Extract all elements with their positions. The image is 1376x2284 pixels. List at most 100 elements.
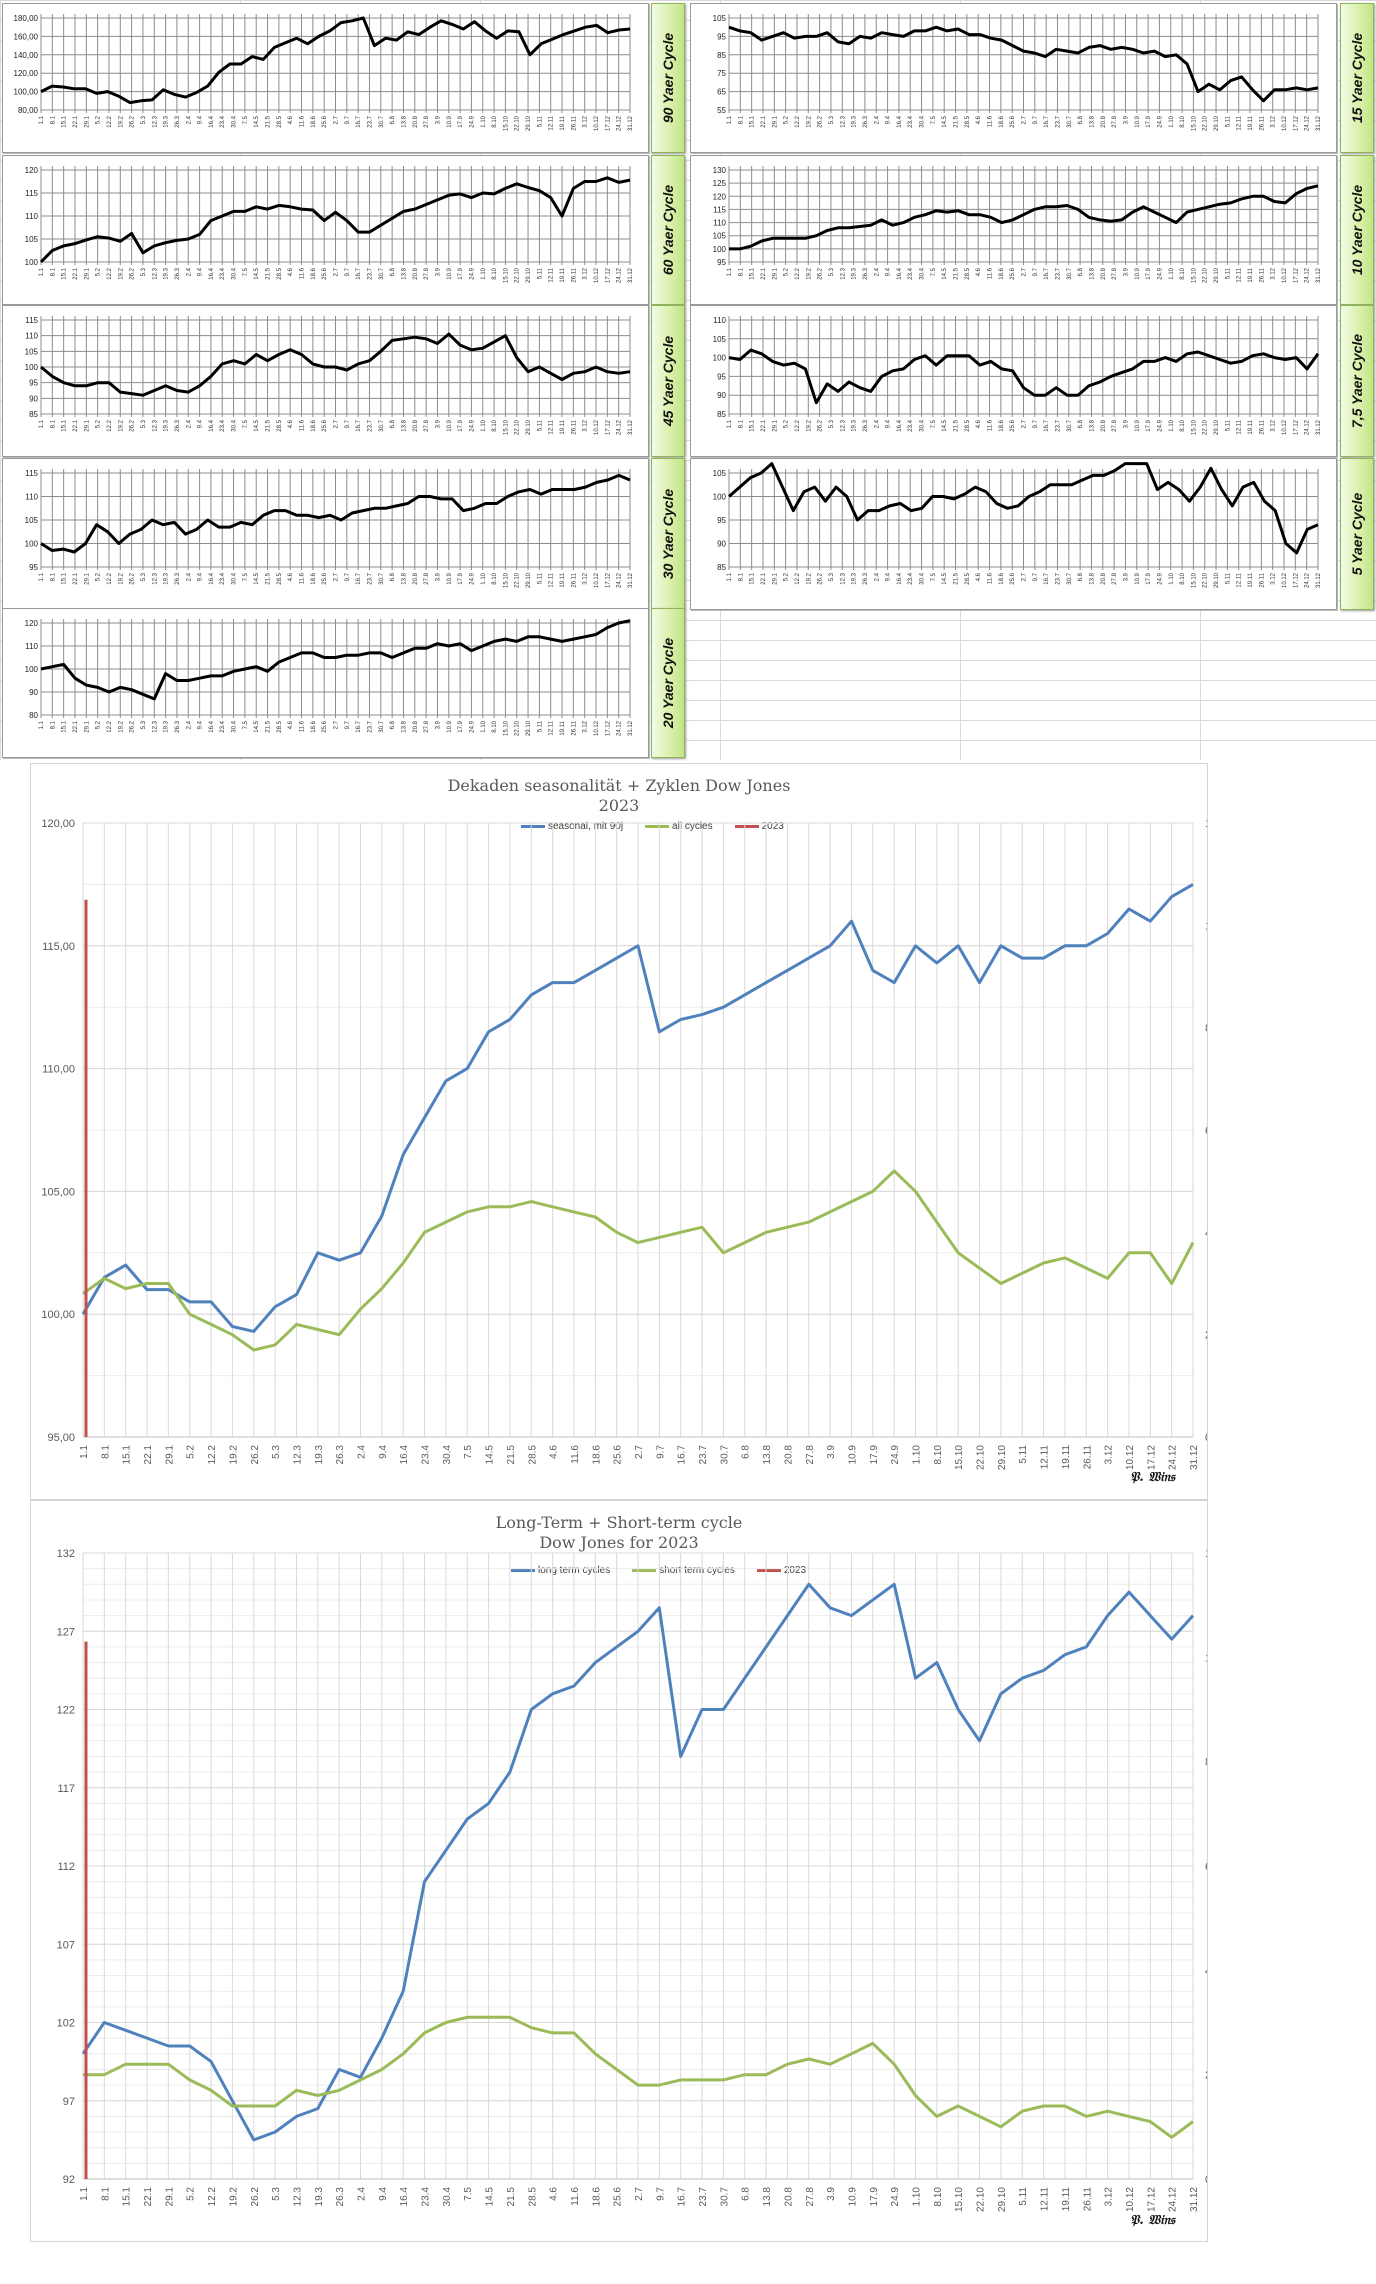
svg-text:17.9: 17.9 [458, 115, 464, 127]
svg-text:30.7: 30.7 [1067, 267, 1073, 279]
svg-text:23.7: 23.7 [367, 267, 373, 279]
svg-text:19.3: 19.3 [164, 419, 170, 431]
svg-text:31.12: 31.12 [1316, 572, 1322, 588]
legend-label: all cycles [672, 821, 713, 832]
svg-text:10.12: 10.12 [1282, 419, 1288, 435]
svg-text:4.6: 4.6 [976, 419, 982, 428]
svg-text:1.10: 1.10 [481, 720, 487, 732]
svg-text:5.11: 5.11 [1018, 1445, 1029, 1464]
svg-text:4.6: 4.6 [976, 267, 982, 276]
svg-text:5.3: 5.3 [271, 1445, 282, 1459]
svg-text:30.7: 30.7 [719, 1445, 730, 1465]
plot-area: 95,00 100,00 105,00 110,00 115,00 120,00 0,00 2… [41, 818, 1207, 1470]
svg-text:3.9: 3.9 [435, 572, 441, 581]
svg-text:15.1: 15.1 [750, 572, 756, 584]
svg-text:12.3: 12.3 [152, 572, 158, 584]
svg-text:3.12: 3.12 [583, 267, 589, 279]
svg-text:10.9: 10.9 [447, 720, 453, 732]
series-line [81, 1582, 1195, 2142]
svg-text:10.9: 10.9 [1135, 572, 1141, 584]
svg-text:5.11: 5.11 [1018, 2187, 1029, 2206]
svg-text:30.7: 30.7 [379, 419, 385, 431]
y-tick-label: 120,00 [14, 69, 39, 78]
svg-text:19.11: 19.11 [560, 115, 566, 130]
svg-text:19.2: 19.2 [806, 572, 812, 584]
y-tick-label: 105 [25, 235, 39, 244]
series-line [83, 2015, 1194, 2139]
cycle-line [40, 332, 631, 397]
svg-text:2.4: 2.4 [186, 720, 192, 729]
cycle-label: 60 Yaer Cycle [660, 184, 676, 276]
cycle-chart-3: 100 105 110 115 120 1.1 8.1 15.1 22.1 29.1 5.2 12.2… [2, 155, 649, 305]
cycle-label: 7,5 Yaer Cycle [1349, 333, 1365, 429]
svg-text:20.8: 20.8 [783, 1445, 794, 1465]
cycle-label: 90 Yaer Cycle [660, 32, 676, 124]
legend-swatch-icon [734, 825, 759, 828]
svg-text:25.6: 25.6 [613, 1445, 624, 1465]
svg-text:8.10: 8.10 [492, 115, 498, 127]
cycle-label-tab: 5 Yaer Cycle [1340, 458, 1374, 610]
svg-text:6.8: 6.8 [390, 267, 396, 276]
svg-text:2.7: 2.7 [334, 720, 340, 729]
svg-text:28.5: 28.5 [527, 2187, 538, 2207]
svg-text:23.7: 23.7 [1055, 419, 1061, 431]
cycle-label: 30 Yaer Cycle [660, 488, 676, 580]
svg-text:80,00: 80,00 [1205, 1757, 1207, 1769]
svg-text:1.10: 1.10 [1169, 572, 1175, 584]
legend-label: seasonal, mit 90j [548, 821, 624, 832]
svg-text:26.2: 26.2 [818, 267, 824, 279]
cycle-label-tab: 20 Yaer Cycle [651, 608, 685, 758]
svg-text:9.4: 9.4 [378, 1445, 389, 1459]
svg-text:26.3: 26.3 [175, 572, 181, 584]
svg-text:6.8: 6.8 [390, 572, 396, 581]
svg-text:10.9: 10.9 [847, 1445, 858, 1465]
svg-text:19.11: 19.11 [1248, 572, 1254, 587]
svg-text:15.1: 15.1 [62, 419, 68, 431]
svg-text:14.5: 14.5 [942, 419, 948, 431]
svg-text:22.10: 22.10 [1203, 419, 1209, 435]
legend-item: seasonal, mit 90j [521, 821, 623, 832]
svg-text:16.4: 16.4 [399, 1445, 410, 1465]
svg-text:19.2: 19.2 [118, 267, 124, 279]
svg-text:17.12: 17.12 [605, 720, 611, 736]
svg-text:80,00: 80,00 [1205, 1023, 1207, 1035]
svg-text:1.10: 1.10 [481, 267, 487, 279]
svg-text:11.6: 11.6 [300, 572, 306, 584]
svg-text:1.1: 1.1 [727, 115, 733, 124]
svg-text:12.2: 12.2 [207, 2187, 218, 2207]
svg-text:7.5: 7.5 [463, 1445, 474, 1459]
svg-text:24.12: 24.12 [1305, 419, 1311, 435]
svg-text:17.12: 17.12 [1293, 572, 1299, 588]
svg-text:3.9: 3.9 [1123, 572, 1129, 581]
svg-text:23.4: 23.4 [220, 419, 226, 431]
svg-text:40,00: 40,00 [1205, 1227, 1207, 1239]
svg-text:22.1: 22.1 [761, 572, 767, 584]
svg-text:1.10: 1.10 [481, 572, 487, 584]
svg-text:16.4: 16.4 [399, 2187, 410, 2207]
author-signature: 𝔓. 𝔚𝔦𝔫𝔰 [1130, 2213, 1175, 2228]
legend-item: short term cycles [632, 1565, 735, 1576]
svg-text:27.8: 27.8 [424, 572, 430, 584]
svg-text:3.9: 3.9 [1123, 419, 1129, 428]
svg-text:11.6: 11.6 [570, 2187, 581, 2206]
svg-text:100,00: 100,00 [41, 1309, 75, 1321]
svg-text:22.1: 22.1 [143, 1445, 154, 1465]
svg-text:26.2: 26.2 [250, 2187, 261, 2207]
y-tick-label: 105 [713, 469, 727, 478]
svg-text:6.8: 6.8 [741, 1445, 752, 1459]
svg-text:30.7: 30.7 [379, 720, 385, 732]
svg-text:10.12: 10.12 [1282, 267, 1288, 283]
cycle-line [40, 16, 631, 105]
svg-text:14.5: 14.5 [942, 115, 948, 127]
svg-text:5.2: 5.2 [186, 1445, 197, 1459]
svg-text:6.8: 6.8 [390, 720, 396, 729]
svg-text:5.3: 5.3 [829, 115, 835, 124]
svg-text:30.4: 30.4 [232, 115, 238, 127]
svg-text:15.10: 15.10 [1191, 419, 1197, 435]
svg-text:2.4: 2.4 [874, 419, 880, 428]
svg-text:9.4: 9.4 [198, 419, 204, 428]
svg-text:19.3: 19.3 [164, 572, 170, 584]
svg-text:6.8: 6.8 [390, 115, 396, 124]
svg-text:7.5: 7.5 [931, 572, 937, 581]
y-tick-label: 100 [713, 354, 727, 363]
